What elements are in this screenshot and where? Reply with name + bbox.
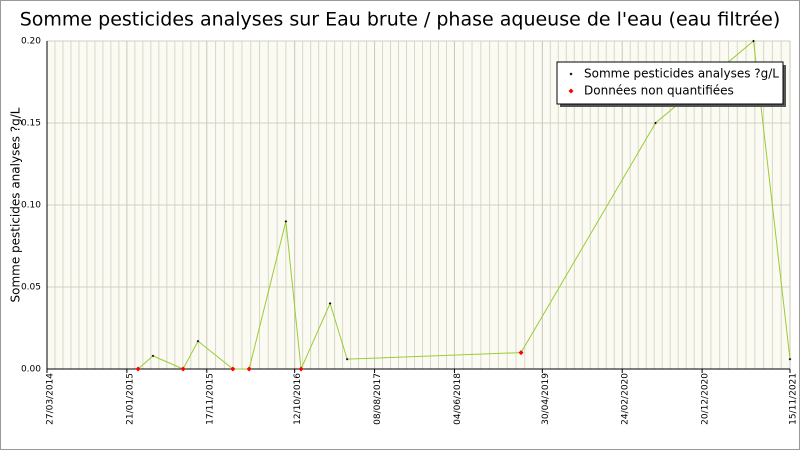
data-point bbox=[654, 121, 657, 125]
x-tick-label: 21/01/2015 bbox=[125, 373, 135, 425]
y-tick-label: 0.15 bbox=[21, 119, 41, 129]
x-tick-label: 24/02/2020 bbox=[621, 373, 631, 425]
data-point bbox=[752, 39, 755, 43]
legend-box bbox=[556, 61, 784, 105]
data-point bbox=[284, 220, 288, 223]
legend-marker bbox=[568, 88, 574, 94]
x-tick-label: 15/11/2021 bbox=[789, 373, 799, 425]
legend-label: Données non quantifiées bbox=[584, 84, 734, 98]
y-tick-label: 0.05 bbox=[21, 283, 41, 293]
data-point bbox=[230, 366, 236, 372]
data-point bbox=[345, 357, 349, 361]
x-tick-label: 30/04/2019 bbox=[541, 373, 551, 425]
data-point bbox=[788, 357, 792, 361]
x-tick-label: 08/08/2017 bbox=[373, 373, 383, 425]
y-tick-label: 0.00 bbox=[21, 365, 41, 375]
x-tick-label: 17/11/2015 bbox=[205, 373, 215, 425]
data-point bbox=[298, 366, 304, 372]
x-tick-label: 04/06/2018 bbox=[453, 373, 463, 425]
x-tick-label: 20/12/2020 bbox=[701, 373, 711, 425]
data-point bbox=[151, 354, 155, 358]
data-point bbox=[246, 366, 252, 372]
data-point bbox=[135, 366, 141, 372]
legend-label: Somme pesticides analyses ?g/L bbox=[584, 67, 779, 81]
x-tick-label: 27/03/2014 bbox=[46, 373, 56, 425]
series-line bbox=[137, 40, 791, 371]
y-axis-label: Somme pesticides analyses ?g/L bbox=[9, 107, 23, 302]
data-point bbox=[328, 302, 332, 305]
y-tick-label: 0.10 bbox=[21, 201, 41, 211]
data-point bbox=[196, 339, 200, 343]
data-point bbox=[518, 350, 524, 356]
chart-title: Somme pesticides analyses sur Eau brute … bbox=[20, 9, 781, 31]
data-point bbox=[180, 366, 186, 372]
y-tick-label: 0.20 bbox=[21, 37, 41, 47]
legend-marker bbox=[569, 72, 573, 76]
x-tick-label: 12/10/2016 bbox=[293, 373, 303, 425]
